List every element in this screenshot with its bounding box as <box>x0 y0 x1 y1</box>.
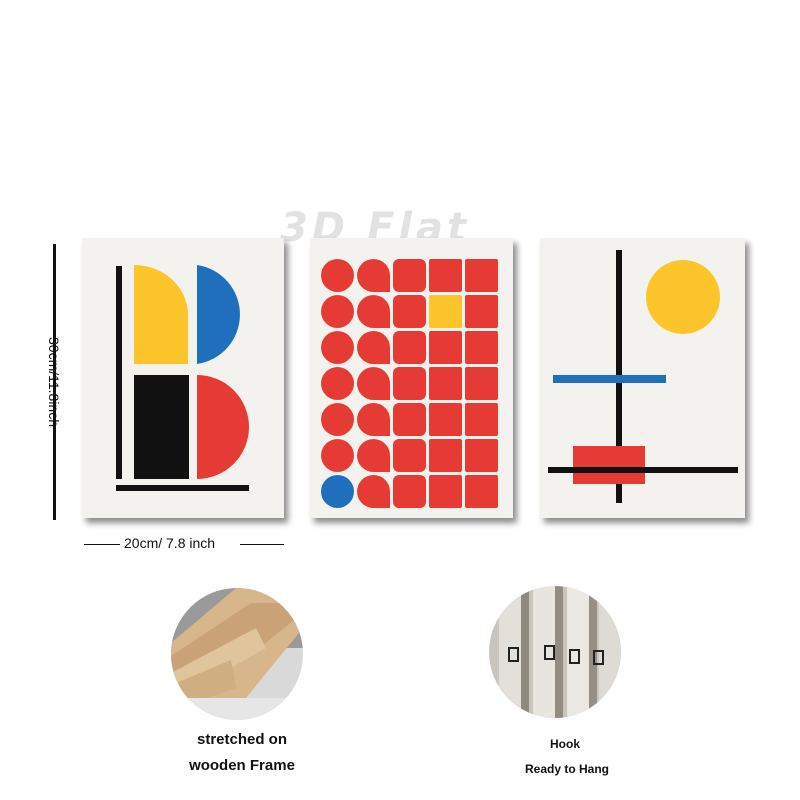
grid-shape <box>429 403 462 436</box>
width-dimension-label: 20cm/ 7.8 inch <box>124 535 216 551</box>
horizontal-black-bar <box>116 485 249 491</box>
grid-shape <box>465 295 498 328</box>
grid-shape <box>429 259 462 292</box>
height-dimension-label: 30cm/11.8inch <box>46 336 62 428</box>
ready-to-hang-caption: Ready to Hang <box>524 762 609 776</box>
grid-shape <box>321 367 354 400</box>
grid-shape <box>429 295 462 328</box>
yellow-circle <box>646 260 720 334</box>
red-rectangle <box>573 446 645 484</box>
art-panel-left-graphic <box>116 265 249 491</box>
grid-shape <box>393 403 426 436</box>
blue-half-circle <box>197 265 240 364</box>
grid-shape <box>465 475 498 508</box>
art-panel-right <box>540 238 745 518</box>
grid-shape <box>429 331 462 364</box>
grid-shape <box>357 367 390 400</box>
width-dimension-line-right <box>240 544 284 545</box>
grid-shape <box>393 439 426 472</box>
grid-shape <box>465 367 498 400</box>
grid-shape <box>321 259 354 292</box>
grid-shape <box>465 439 498 472</box>
grid-shape <box>321 331 354 364</box>
grid-shape <box>393 367 426 400</box>
grid-shape <box>357 439 390 472</box>
yellow-half-shape <box>134 265 188 364</box>
grid-shape <box>465 403 498 436</box>
grid-shape <box>321 439 354 472</box>
hook-photo <box>489 586 621 718</box>
grid-shape <box>357 295 390 328</box>
red-half-circle <box>197 375 249 479</box>
horizontal-black-line <box>548 467 738 473</box>
grid-shape <box>357 331 390 364</box>
art-panel-left <box>82 238 284 518</box>
grid-shape <box>393 259 426 292</box>
wooden-frame-photo <box>171 588 303 720</box>
frame-caption-line2: wooden Frame <box>189 757 295 774</box>
vertical-black-bar <box>116 266 122 479</box>
black-rectangle <box>134 375 189 479</box>
grid-shape <box>429 439 462 472</box>
grid-shape <box>357 259 390 292</box>
grid-shape <box>321 295 354 328</box>
grid-shape <box>321 475 354 508</box>
art-panel-right-graphic <box>548 250 738 503</box>
grid-shape <box>429 367 462 400</box>
height-dimension-line <box>53 244 56 520</box>
grid-shape <box>393 331 426 364</box>
grid-shape <box>429 475 462 508</box>
grid-shape <box>465 331 498 364</box>
art-panel-middle-graphic <box>321 259 498 508</box>
frame-caption-line1: stretched on <box>196 731 287 748</box>
grid-shape <box>465 259 498 292</box>
hook-caption: Hook <box>550 737 580 751</box>
grid-shape <box>393 475 426 508</box>
blue-horizontal-bar <box>553 375 666 383</box>
grid-shape <box>357 403 390 436</box>
grid-shape <box>321 403 354 436</box>
grid-shape <box>393 295 426 328</box>
grid-shape <box>357 475 390 508</box>
width-dimension-line-left <box>84 544 120 545</box>
art-panel-middle <box>310 238 513 518</box>
